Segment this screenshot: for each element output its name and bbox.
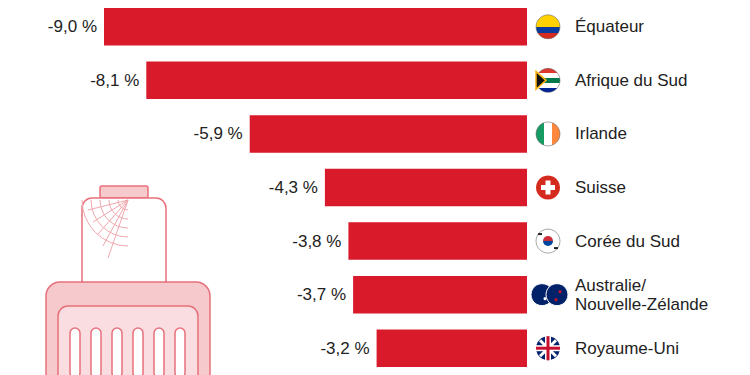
svg-text:-8,1 %: -8,1 % bbox=[90, 71, 139, 90]
svg-text:-3,8 %: -3,8 % bbox=[292, 232, 341, 251]
svg-text:Corée du Sud: Corée du Sud bbox=[575, 232, 680, 251]
svg-text:Afrique du Sud: Afrique du Sud bbox=[575, 71, 687, 90]
svg-text:Irlande: Irlande bbox=[575, 124, 627, 143]
svg-text:Royaume-Uni: Royaume-Uni bbox=[575, 339, 679, 358]
svg-text:-9,0 %: -9,0 % bbox=[48, 17, 97, 36]
svg-text:Australie/: Australie/ bbox=[575, 276, 646, 295]
svg-text:-5,9 %: -5,9 % bbox=[194, 124, 243, 143]
svg-text:-4,3 %: -4,3 % bbox=[269, 178, 318, 197]
svg-text:Nouvelle-Zélande: Nouvelle-Zélande bbox=[575, 295, 708, 314]
svg-text:Équateur: Équateur bbox=[575, 17, 644, 36]
svg-text:-3,7 %: -3,7 % bbox=[297, 285, 346, 304]
svg-text:Suisse: Suisse bbox=[575, 178, 626, 197]
svg-text:-3,2 %: -3,2 % bbox=[320, 339, 369, 358]
